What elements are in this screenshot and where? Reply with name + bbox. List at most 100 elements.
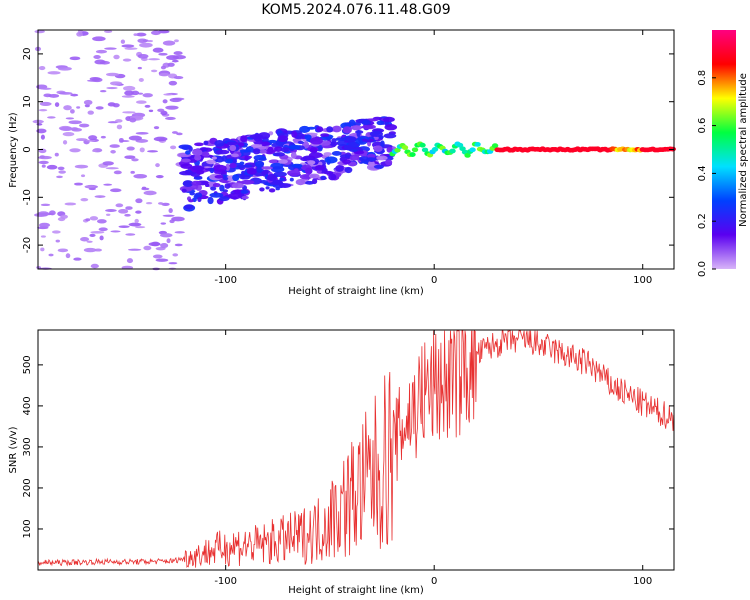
- y-tick-label: 20: [22, 48, 33, 61]
- spectrogram-cell: [376, 155, 388, 161]
- spectrogram-cell: [229, 162, 237, 169]
- spectrogram-cell: [348, 119, 356, 126]
- spectrogram-cell: [118, 225, 130, 229]
- spectrogram-cell: [288, 144, 301, 150]
- spectrogram-cell: [318, 161, 323, 166]
- spectrogram-cell: [268, 131, 274, 136]
- snr-y-label: SNR (v/v): [8, 426, 19, 473]
- spectrogram-cell: [209, 192, 224, 198]
- spectrogram-carrier-cell: [401, 145, 409, 150]
- x-tick-label: -100: [214, 576, 237, 587]
- spectrogram-cell: [58, 170, 66, 174]
- spectrogram-cell: [323, 170, 334, 175]
- spectrogram-cell: [261, 141, 271, 146]
- spectrogram-cell: [128, 222, 142, 227]
- spectrogram-cell: [57, 66, 72, 71]
- spectrogram-carrier-cell: [394, 147, 401, 153]
- spectrogram-cell: [70, 109, 75, 114]
- spectrogram-cell: [239, 161, 245, 165]
- spectrogram-cell: [90, 263, 99, 269]
- spectrogram-cell: [48, 93, 60, 98]
- spectrogram-cell: [113, 170, 122, 175]
- spectrogram-cell: [55, 239, 60, 243]
- spectrogram-cell: [266, 173, 277, 182]
- y-tick-label: 100: [22, 519, 33, 538]
- spectrogram-cell: [193, 176, 203, 180]
- spectrogram-cell: [102, 161, 114, 166]
- spectrogram-cell: [344, 166, 353, 174]
- spectrogram-cell: [93, 55, 101, 60]
- spectrogram-image: [32, 29, 676, 271]
- spectrogram-cell: [95, 49, 108, 54]
- spectrogram-cell: [342, 126, 352, 134]
- chart-title: KOM5.2024.076.11.48.G09: [261, 2, 450, 18]
- spectrogram-cell: [294, 168, 299, 172]
- spectrogram-cell: [239, 149, 251, 153]
- spectrogram-cell: [94, 248, 102, 252]
- spectrogram-cell: [153, 126, 160, 130]
- spectrogram-cell: [194, 142, 204, 147]
- x-tick-label: 0: [431, 275, 437, 286]
- spectrogram-cell: [182, 180, 194, 188]
- spectrogram-cell: [141, 186, 147, 189]
- spectrogram-cell: [356, 129, 361, 138]
- spectrogram-cell: [126, 146, 135, 151]
- spectrogram-cell: [160, 243, 169, 249]
- spectrogram-cell: [47, 116, 56, 119]
- y-tick-label: -10: [22, 189, 33, 205]
- spectrogram-cell: [365, 157, 377, 162]
- spectrogram-cell: [219, 184, 225, 192]
- spectrogram-cell: [73, 182, 84, 186]
- spectrogram-cell: [60, 214, 68, 219]
- spectrogram-cell: [150, 30, 161, 36]
- spectrogram-cell: [110, 230, 121, 233]
- spectrogram-cell: [95, 106, 104, 110]
- spectrogram-cell: [273, 152, 286, 157]
- spectrogram-cell: [256, 166, 263, 174]
- spectrogram-cell: [191, 180, 202, 186]
- spectrogram-cell: [138, 92, 144, 95]
- spectrogram-cell: [210, 186, 217, 191]
- spectrogram-cell: [180, 158, 191, 163]
- spectrogram-cell: [224, 183, 231, 189]
- spectrogram-cell: [181, 188, 187, 193]
- spectrogram-cell: [180, 163, 193, 169]
- spectrogram-cell: [159, 72, 170, 77]
- spectrogram-cell: [172, 253, 179, 257]
- spectrogram-cell: [76, 31, 83, 37]
- spectrogram-cell: [171, 131, 178, 134]
- spectrogram-cell: [226, 141, 239, 145]
- spectrogram-cell: [109, 81, 123, 86]
- spectrogram-cell: [195, 169, 205, 175]
- x-tick-label: 100: [633, 576, 652, 587]
- spectrogram-cell: [122, 111, 136, 114]
- spectrogram-cell: [131, 158, 139, 162]
- spectrogram-cell: [122, 58, 132, 62]
- spectrogram-cell: [250, 144, 263, 148]
- spectrogram-cell: [152, 47, 164, 53]
- spectrogram-cell: [145, 202, 153, 205]
- spectrogram-cell: [71, 127, 83, 132]
- spectrogram-cell: [135, 32, 147, 37]
- spectrogram-cell: [214, 174, 224, 179]
- spectrogram-cell: [240, 189, 249, 194]
- spectrogram-cell: [106, 72, 120, 77]
- x-tick-label: 0: [431, 576, 437, 587]
- spectrogram-cell: [89, 233, 96, 237]
- spectrogram-carrier-cell: [409, 152, 416, 157]
- spectrogram-cell: [351, 125, 362, 131]
- spectrogram-y-label: Frequency (Hz): [8, 112, 19, 188]
- spectrogram-cell: [125, 233, 136, 236]
- spectrogram-cell: [349, 148, 358, 153]
- spectrogram-cell: [170, 145, 177, 150]
- spectrogram-cell: [155, 258, 169, 262]
- spectrogram-cell: [148, 109, 154, 113]
- spectrogram-cell: [80, 174, 86, 178]
- spectrogram-cell: [174, 231, 185, 234]
- spectrogram-cell: [124, 47, 138, 50]
- spectrogram-cell: [155, 175, 164, 179]
- spectrogram-cell: [231, 182, 244, 189]
- spectrogram-cell: [367, 153, 376, 159]
- spectrogram-cell: [307, 160, 316, 165]
- spectrogram-cell: [150, 69, 158, 73]
